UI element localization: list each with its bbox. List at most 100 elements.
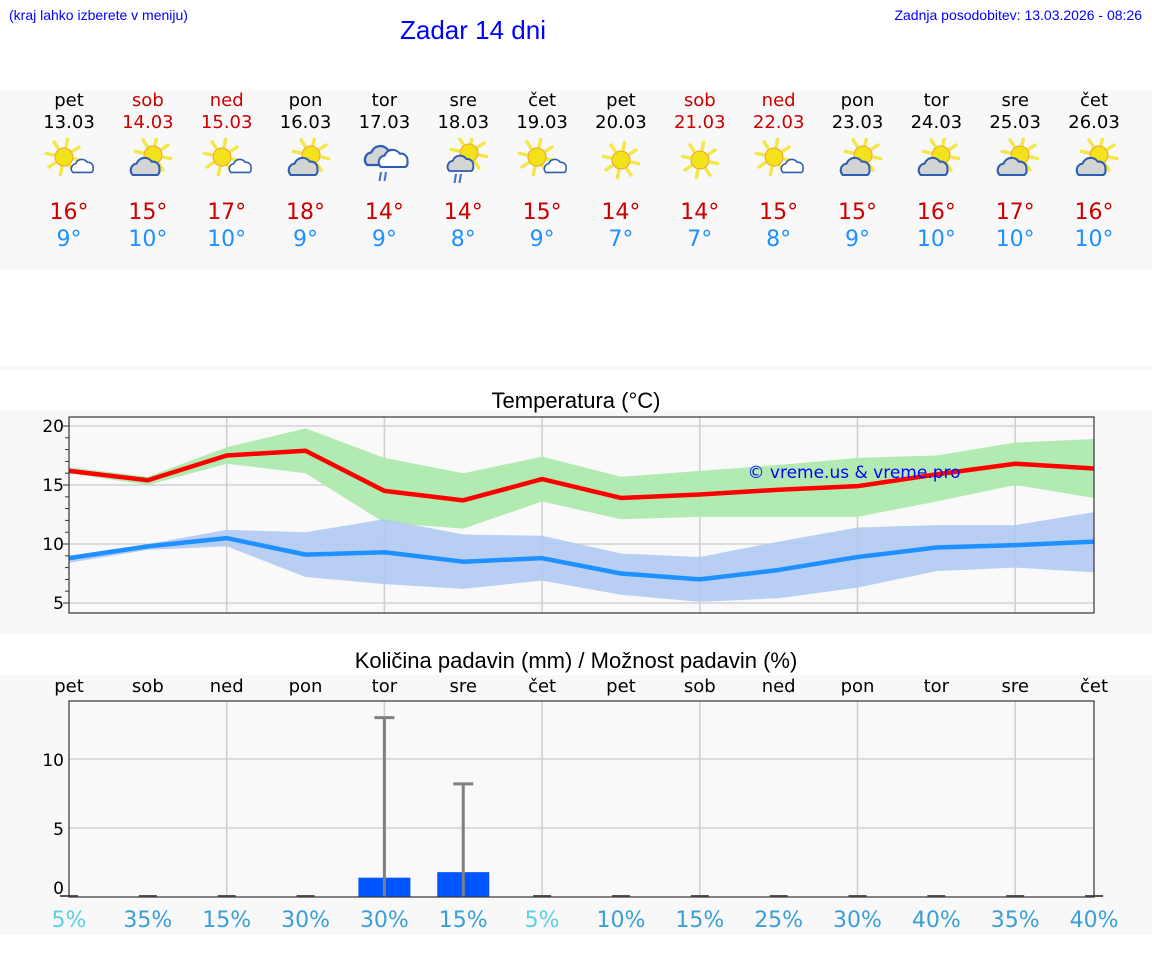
day-forecast: pon 23.03 15° 9° — [819, 90, 897, 252]
max-temperature: 17° — [207, 200, 247, 225]
max-temperature: 14° — [601, 200, 641, 225]
sun-icon — [661, 138, 739, 186]
y-tick-label: 20 — [42, 417, 64, 437]
watermark: © vreme.us & vreme.pro — [747, 463, 960, 483]
cloud-over-sun-icon — [267, 138, 345, 186]
min-temperature: 8° — [766, 227, 792, 252]
day-date: 22.03 — [752, 112, 805, 133]
temperature-chart: © vreme.us & vreme.pro 5 10 15 20 — [42, 416, 1095, 614]
day-date: 24.03 — [910, 112, 963, 133]
sun-small-cloud-icon — [740, 138, 818, 186]
day-date: 20.03 — [595, 112, 647, 133]
day-date: 21.03 — [674, 112, 726, 133]
day-date: 18.03 — [437, 112, 490, 133]
day-name: čet — [528, 90, 557, 111]
day-forecast: čet 26.03 16° 10° — [1055, 90, 1133, 252]
precip-day-label: pon — [289, 676, 323, 697]
max-temperature: 17° — [995, 200, 1035, 225]
cloud-over-sun-icon — [897, 138, 975, 186]
precip-probability: 10% — [596, 908, 645, 933]
day-date: 19.03 — [516, 112, 568, 133]
precip-probability: 40% — [1070, 908, 1119, 933]
rain-clouds-icon — [345, 138, 423, 186]
max-temperature: 15° — [128, 200, 168, 225]
day-name: sre — [449, 90, 477, 111]
precip-day-label: pet — [54, 676, 84, 697]
day-forecast: pet 13.03 16° 9° — [30, 90, 108, 252]
precip-probability: 35% — [123, 908, 172, 933]
day-name: čet — [1080, 90, 1109, 111]
min-temperature: 8° — [450, 227, 476, 252]
max-temperature: 15° — [759, 200, 799, 225]
precipitation-chart: pet sob ned pon tor sre čet pet sob ned pon tor sre č… — [42, 676, 1119, 933]
y-tick-label: 0 — [53, 879, 64, 899]
min-temperature: 10° — [207, 227, 247, 252]
sun-small-cloud-icon — [30, 138, 108, 186]
day-name: tor — [923, 90, 950, 111]
precip-probability: 25% — [754, 908, 803, 933]
region-hint: (kraj lahko izberete v meniju) — [9, 7, 188, 23]
precip-probability: 40% — [912, 908, 961, 933]
y-tick-label: 15 — [42, 476, 64, 496]
precipitation-chart-title: Količina padavin (mm) / Možnost padavin … — [354, 648, 798, 673]
max-temperature: 16° — [916, 200, 956, 225]
day-date: 23.03 — [831, 112, 884, 133]
min-temperature: 7° — [687, 227, 713, 252]
day-forecast: pet 20.03 14° 7° — [582, 90, 660, 252]
precip-probability: 15% — [675, 908, 724, 933]
day-forecast: tor 24.03 16° 10° — [897, 90, 975, 252]
sun-icon — [582, 138, 660, 186]
precip-day-label: tor — [924, 676, 950, 697]
precip-day-label: tor — [372, 676, 398, 697]
min-temperature: 10° — [1074, 227, 1114, 252]
day-name: pon — [288, 90, 323, 111]
cloud-over-sun-icon — [976, 138, 1054, 186]
day-forecast: čet 19.03 15° 9° — [503, 90, 581, 252]
day-forecast: sre 18.03 14° 8° — [424, 90, 502, 252]
forecast-panel-bg — [0, 90, 1152, 270]
day-date: 16.03 — [279, 112, 332, 133]
max-temperature: 14° — [680, 200, 720, 225]
day-forecast: sob 14.03 15° 10° — [109, 90, 187, 252]
day-forecast: tor 17.03 14° 9° — [345, 90, 423, 252]
sun-small-cloud-icon — [188, 138, 266, 186]
precip-day-label: pet — [606, 676, 636, 697]
precip-day-label: ned — [762, 676, 796, 697]
min-temperature: 10° — [995, 227, 1035, 252]
cloud-over-sun-icon — [109, 138, 187, 186]
min-temperature: 9° — [529, 227, 555, 252]
day-name: pet — [54, 90, 84, 111]
min-temperature: 10° — [128, 227, 168, 252]
precip-probability: 5% — [52, 908, 87, 933]
day-forecast: pon 16.03 18° 9° — [267, 90, 345, 252]
precip-day-label: sre — [1001, 676, 1028, 697]
day-name: sob — [131, 90, 164, 111]
day-name: sre — [1001, 90, 1029, 111]
sun-small-cloud-icon — [503, 138, 581, 186]
precip-probability: 30% — [281, 908, 330, 933]
y-tick-label: 5 — [53, 820, 64, 840]
day-name: ned — [761, 90, 796, 111]
day-forecast: sre 25.03 17° 10° — [976, 90, 1054, 252]
day-forecast: ned 22.03 15° 8° — [740, 90, 818, 252]
min-temperature: 9° — [293, 227, 319, 252]
min-temperature: 9° — [845, 227, 870, 252]
day-date: 26.03 — [1068, 112, 1120, 133]
precip-day-label: ned — [210, 676, 244, 697]
y-tick-label: 5 — [53, 594, 64, 614]
last-updated: Zadnja posodobitev: 13.03.2026 - 08:26 — [894, 7, 1142, 23]
page-title: Zadar 14 dni — [400, 15, 546, 45]
precip-probability: 15% — [202, 908, 251, 933]
precip-probability: 35% — [991, 908, 1040, 933]
day-name: tor — [371, 90, 398, 111]
day-name: sob — [683, 90, 716, 111]
day-date: 15.03 — [200, 112, 253, 133]
day-forecast: ned 15.03 17° 10° — [188, 90, 266, 252]
precip-day-label: pon — [841, 676, 875, 697]
max-temperature: 14° — [364, 200, 404, 225]
max-temperature: 14° — [443, 200, 483, 225]
precip-day-label: sob — [684, 676, 716, 697]
precip-day-label: sob — [132, 676, 164, 697]
cloud-over-sun-icon — [1055, 138, 1133, 186]
max-temperature: 16° — [1074, 200, 1114, 225]
